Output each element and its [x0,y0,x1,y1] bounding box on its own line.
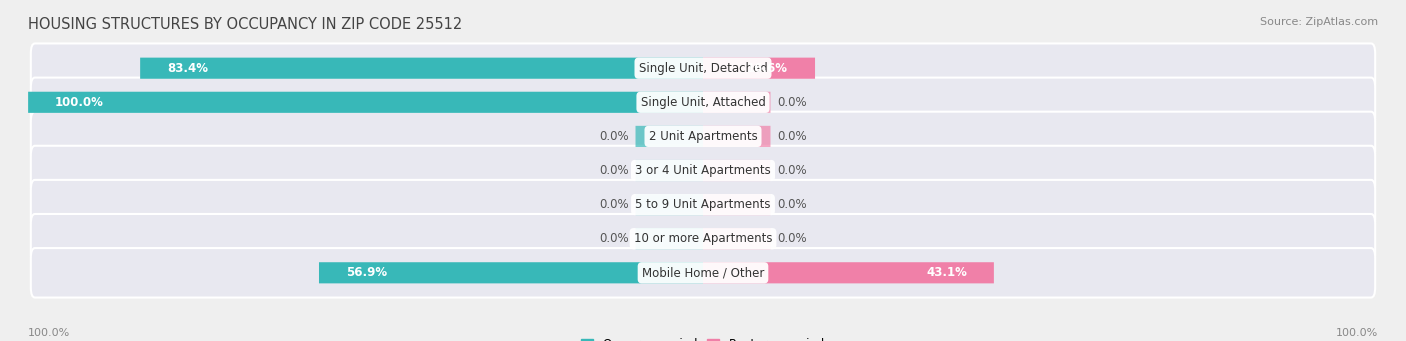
Text: 100.0%: 100.0% [28,328,70,338]
FancyBboxPatch shape [636,228,703,249]
Text: HOUSING STRUCTURES BY OCCUPANCY IN ZIP CODE 25512: HOUSING STRUCTURES BY OCCUPANCY IN ZIP C… [28,17,463,32]
Legend: Owner-occupied, Renter-occupied: Owner-occupied, Renter-occupied [581,338,825,341]
FancyBboxPatch shape [703,228,770,249]
Text: Source: ZipAtlas.com: Source: ZipAtlas.com [1260,17,1378,27]
Text: 0.0%: 0.0% [778,232,807,245]
FancyBboxPatch shape [703,160,770,181]
FancyBboxPatch shape [31,146,1375,195]
FancyBboxPatch shape [319,262,703,283]
FancyBboxPatch shape [703,262,994,283]
Text: 10 or more Apartments: 10 or more Apartments [634,232,772,245]
Text: 0.0%: 0.0% [599,232,628,245]
Text: Single Unit, Detached: Single Unit, Detached [638,62,768,75]
FancyBboxPatch shape [31,214,1375,264]
Text: 3 or 4 Unit Apartments: 3 or 4 Unit Apartments [636,164,770,177]
Text: 16.6%: 16.6% [747,62,787,75]
FancyBboxPatch shape [636,160,703,181]
Text: 0.0%: 0.0% [599,198,628,211]
Text: 2 Unit Apartments: 2 Unit Apartments [648,130,758,143]
Text: Mobile Home / Other: Mobile Home / Other [641,266,765,279]
Text: 0.0%: 0.0% [778,198,807,211]
Text: 0.0%: 0.0% [599,164,628,177]
Text: 0.0%: 0.0% [778,130,807,143]
FancyBboxPatch shape [31,77,1375,127]
Text: 0.0%: 0.0% [778,96,807,109]
FancyBboxPatch shape [28,92,703,113]
Text: 5 to 9 Unit Apartments: 5 to 9 Unit Apartments [636,198,770,211]
FancyBboxPatch shape [141,58,703,79]
Text: 43.1%: 43.1% [927,266,967,279]
FancyBboxPatch shape [31,44,1375,93]
Text: 56.9%: 56.9% [346,266,387,279]
FancyBboxPatch shape [703,194,770,215]
FancyBboxPatch shape [636,194,703,215]
FancyBboxPatch shape [31,112,1375,161]
Text: 100.0%: 100.0% [55,96,104,109]
Text: 0.0%: 0.0% [778,164,807,177]
FancyBboxPatch shape [636,126,703,147]
Text: 0.0%: 0.0% [599,130,628,143]
FancyBboxPatch shape [703,126,770,147]
FancyBboxPatch shape [703,92,770,113]
FancyBboxPatch shape [31,180,1375,229]
FancyBboxPatch shape [31,248,1375,297]
Text: 100.0%: 100.0% [1336,328,1378,338]
Text: 83.4%: 83.4% [167,62,208,75]
Text: Single Unit, Attached: Single Unit, Attached [641,96,765,109]
FancyBboxPatch shape [703,58,815,79]
